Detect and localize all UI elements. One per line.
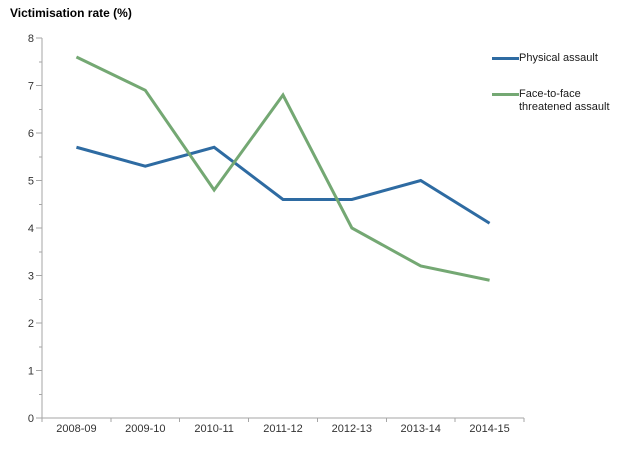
y-axis-title: Victimisation rate (%) (10, 6, 132, 20)
y-axis-tick-label: 4 (28, 223, 34, 235)
x-axis-tick-label: 2013-14 (401, 423, 441, 435)
y-axis-tick-label: 6 (28, 128, 34, 140)
series-line-1 (75, 55, 490, 282)
legend-item-physical-assault: Physical assault (492, 52, 631, 65)
x-axis-tick-label: 2014-15 (469, 423, 509, 435)
legend-line-swatch-physical-assault-icon (492, 57, 519, 60)
x-axis-tick-label: 2009-10 (125, 423, 165, 435)
x-axis-tick-label: 2008-09 (56, 423, 96, 435)
y-axis-tick-label: 7 (28, 81, 34, 93)
y-axis-tick-label: 0 (28, 413, 34, 425)
y-axis-tick-label: 3 (28, 271, 34, 283)
x-axis-tick-label: 2012-13 (332, 423, 372, 435)
y-axis-tick-label: 8 (28, 33, 34, 45)
legend: Physical assault Face-to-face threatened… (492, 52, 631, 114)
x-axis-tick-label: 2011-12 (263, 423, 303, 435)
legend-line-swatch-threatened-assault-icon (492, 93, 519, 96)
y-axis-tick-label: 2 (28, 318, 34, 330)
series-line-0 (76, 145, 491, 225)
legend-item-threatened-assault: Face-to-face threatened assault (492, 88, 631, 114)
y-axis-tick-label: 1 (28, 366, 34, 378)
legend-label-threatened-assault: Face-to-face threatened assault (519, 88, 610, 113)
y-axis-tick-label: 5 (28, 176, 34, 188)
x-axis-tick-label: 2010-11 (194, 423, 234, 435)
legend-label-physical-assault: Physical assault (519, 52, 598, 64)
